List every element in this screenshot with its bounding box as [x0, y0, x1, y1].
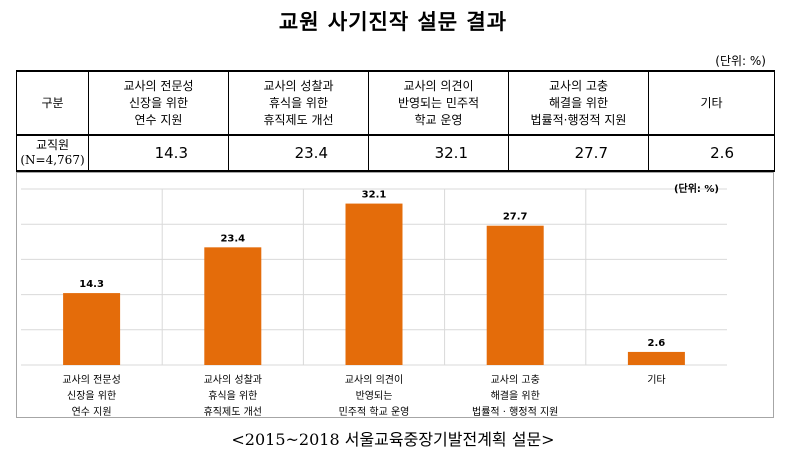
- data-label: 32.1: [362, 190, 387, 201]
- category-label: 반영되는: [356, 390, 393, 402]
- table-cell: 27.7: [508, 134, 649, 172]
- data-label: 2.6: [648, 338, 666, 349]
- category-label: 교사의 고충: [491, 374, 540, 386]
- table-cell: 2.6: [648, 134, 775, 172]
- category-label: 교사의 전문성: [62, 374, 120, 386]
- category-label: 휴식을 위한: [208, 389, 257, 402]
- chart-unit-label: (단위: %): [674, 182, 719, 195]
- source-caption: <2015~2018 서울교육중장기발전계획 설문>: [231, 430, 555, 449]
- table-corner-cell: 구분: [16, 70, 89, 136]
- table-header-cell: 교사의 성찰과 휴식을 위한 휴직제도 개선: [228, 70, 369, 136]
- table-row: 교직원 (N=4,767) 14.3 23.4 32.1 27.7 2.6: [16, 134, 775, 172]
- table-cell: 14.3: [88, 134, 229, 172]
- category-label: 민주적 학교 운영: [339, 406, 410, 417]
- category-label: 해결을 위한: [491, 389, 540, 402]
- table-cell: 23.4: [228, 134, 369, 172]
- table-cell: 32.1: [368, 134, 509, 172]
- bar: [345, 203, 403, 365]
- data-label: 14.3: [79, 279, 104, 290]
- data-label: 27.7: [503, 212, 528, 223]
- data-label: 23.4: [220, 233, 245, 244]
- survey-table: 구분 교사의 전문성 신장을 위한 연수 지원 교사의 성찰과 휴식을 위한 휴…: [16, 70, 775, 172]
- bar: [63, 293, 121, 365]
- table-header-cell: 교사의 의견이 반영되는 민주적 학교 운영: [368, 70, 509, 136]
- category-label: 기타: [647, 374, 665, 386]
- table-header-row: 구분 교사의 전문성 신장을 위한 연수 지원 교사의 성찰과 휴식을 위한 휴…: [16, 70, 775, 136]
- category-label: 법률적 · 행정적 지원: [472, 406, 558, 417]
- table-row-label: 교직원 (N=4,767): [16, 134, 89, 172]
- bar: [627, 351, 685, 365]
- category-label: 교사의 의견이: [345, 374, 403, 386]
- table-header-cell: 교사의 고충 해결을 위한 법률적·행정적 지원: [508, 70, 649, 136]
- bar: [486, 225, 544, 365]
- table-header-cell: 교사의 전문성 신장을 위한 연수 지원: [88, 70, 229, 136]
- category-label: 휴직제도 개선: [204, 406, 262, 417]
- category-label: 연수 지원: [72, 406, 112, 417]
- table-unit-label: (단위: %): [715, 54, 766, 68]
- bar: [204, 247, 262, 365]
- category-label: 교사의 성찰과: [204, 374, 262, 386]
- category-label: 신장을 위한: [67, 389, 116, 402]
- page-title: 교원 사기진작 설문 결과: [278, 9, 508, 34]
- table-header-cell: 기타: [648, 70, 775, 136]
